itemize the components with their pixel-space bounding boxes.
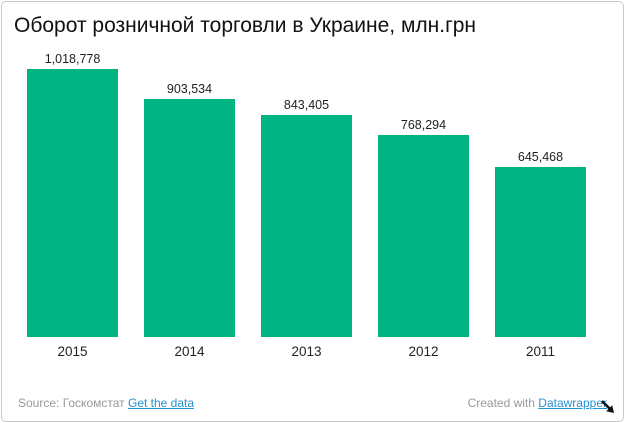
bar-value-label: 1,018,778 [44,52,101,66]
source-line: Source: Госкомстат Get the data [18,396,194,410]
bar-chart: 1,018,778 2015 903,534 2014 843,405 2013 768,2… [14,52,599,361]
bar-group: 903,534 2014 [131,52,248,361]
bar-group: 843,405 2013 [248,52,365,361]
x-axis-label: 2014 [174,344,205,359]
bar [261,115,352,337]
bar-group: 645,468 2011 [482,52,599,361]
bar-value-label: 843,405 [283,98,330,112]
bar-group: 768,294 2012 [365,52,482,361]
bar-value-label: 645,468 [517,150,564,164]
x-axis-label: 2011 [525,344,556,359]
get-the-data-link[interactable]: Get the data [127,396,195,410]
x-axis-label: 2012 [408,344,439,359]
bar-group: 1,018,778 2015 [14,52,131,361]
chart-footer: Source: Госкомстат Get the data Created … [18,395,607,411]
datawrapper-link[interactable]: Datawrapper [538,396,607,410]
credit-line: Created with Datawrapper [468,396,607,410]
credit-label: Created with [467,396,535,410]
bar-value-label: 903,534 [166,82,213,96]
bar [27,69,118,337]
bar [144,99,235,337]
bar [495,167,586,337]
chart-title: Оборот розничной торговли в Украине, млн… [14,14,477,37]
bar-value-label: 768,294 [400,118,447,132]
x-axis-label: 2013 [291,344,322,359]
x-axis-label: 2015 [57,344,88,359]
bar [378,135,469,337]
source-label: Source: Госкомстат [18,396,125,410]
